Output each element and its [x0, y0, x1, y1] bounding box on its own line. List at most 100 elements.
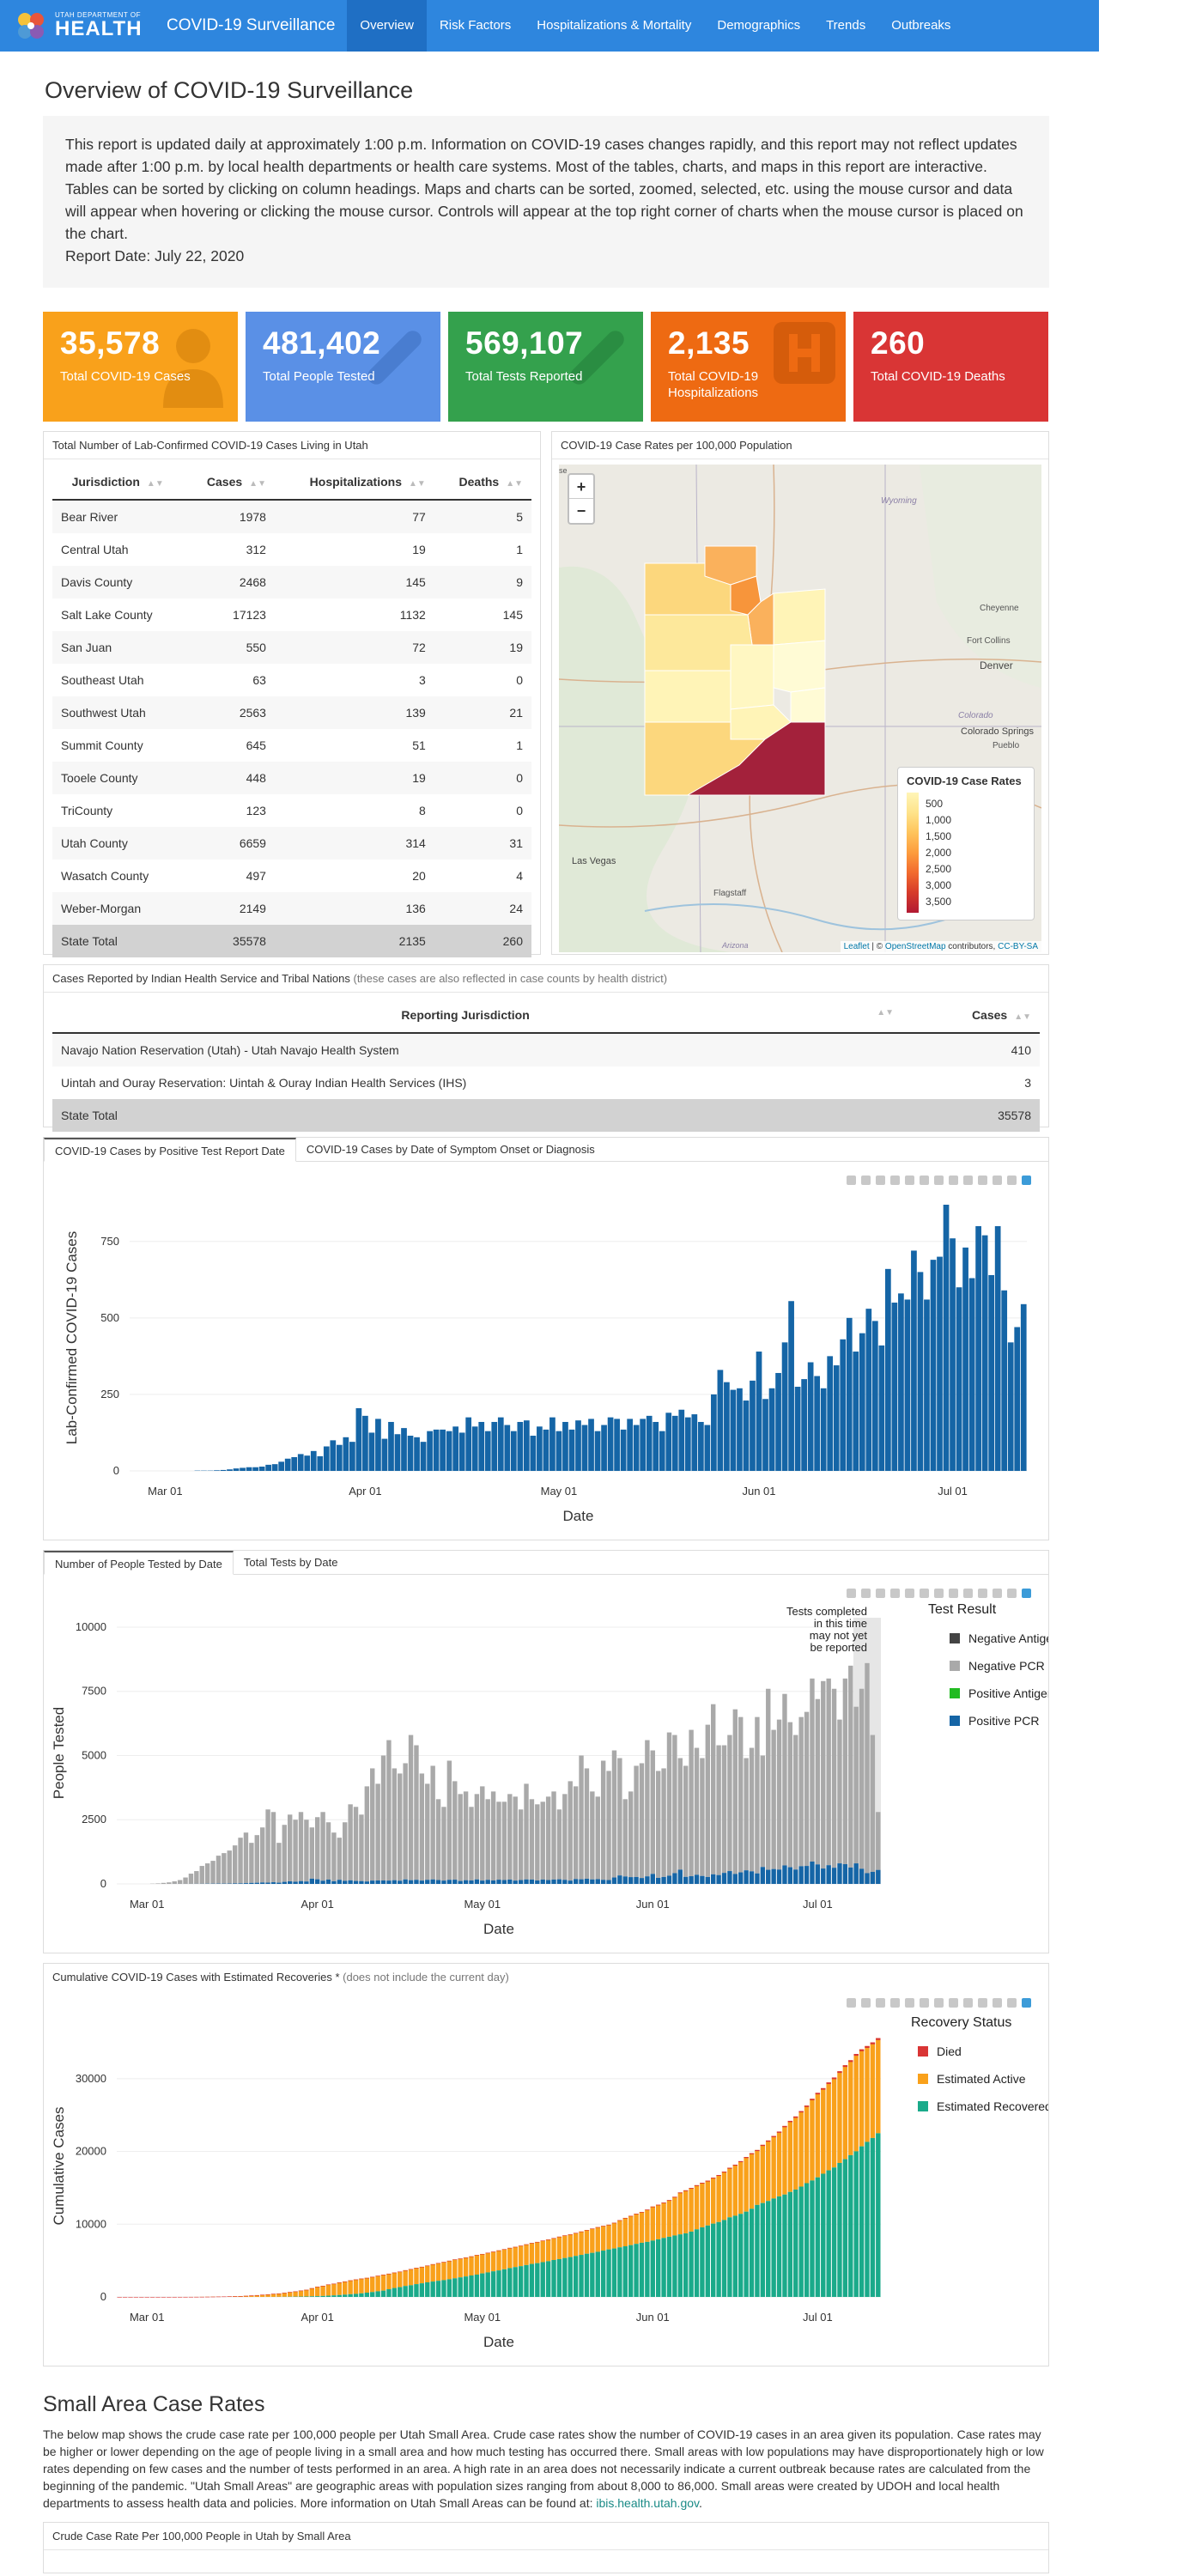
brand-title[interactable]: COVID-19 Surveillance [167, 16, 336, 34]
hover-compare-icon[interactable] [1007, 1176, 1017, 1185]
pan-icon[interactable] [876, 1589, 885, 1598]
bar-died [810, 2099, 815, 2100]
bar-died [430, 2263, 435, 2265]
lasso-icon[interactable] [905, 1176, 914, 1185]
col-deaths[interactable]: Deaths ▲▼ [434, 465, 531, 501]
bar-estimated-active [842, 2065, 848, 2160]
cell-hospitalizations: 8 [419, 804, 426, 817]
hover-closest-icon[interactable] [993, 1589, 1002, 1598]
bar-negative-pcr [480, 1786, 485, 1881]
nav-risk-factors[interactable]: Risk Factors [439, 18, 512, 33]
map-canvas[interactable]: Wyoming Cheyenne Fort Collins Denver Col… [559, 465, 1041, 952]
bar-positive-pcr [540, 1879, 545, 1884]
col-ihs-cases[interactable]: Cases ▲▼ [902, 998, 1040, 1034]
bar-estimated-active [446, 2260, 452, 2280]
hover-closest-icon[interactable] [993, 1998, 1002, 2008]
bar [471, 1426, 478, 1471]
camera-icon[interactable] [847, 1998, 856, 2008]
zoom-icon[interactable] [861, 1176, 871, 1185]
hover-compare-icon[interactable] [1007, 1998, 1017, 2008]
nav-outbreaks[interactable]: Outbreaks [891, 18, 951, 33]
ibis-link[interactable]: ibis.health.utah.gov [596, 2496, 699, 2510]
nav-trends[interactable]: Trends [826, 18, 866, 33]
bar-estimated-recovered [705, 2225, 711, 2297]
leaflet-link[interactable]: Leaflet [843, 942, 870, 951]
spike-icon[interactable] [978, 1998, 987, 2008]
spike-icon[interactable] [978, 1176, 987, 1185]
bar-negative-pcr [562, 1794, 568, 1880]
nav-overview[interactable]: Overview [347, 0, 427, 52]
total-cell: 2135 [274, 925, 434, 957]
bar [917, 1272, 924, 1471]
tab-positive-test-report-date[interactable]: COVID-19 Cases by Positive Test Report D… [44, 1138, 296, 1162]
col-hospitalizations[interactable]: Hospitalizations ▲▼ [274, 465, 434, 501]
reset-axes-icon[interactable] [963, 1589, 973, 1598]
lasso-icon[interactable] [905, 1589, 914, 1598]
tab-symptom-onset[interactable]: COVID-19 Cases by Date of Symptom Onset … [306, 1143, 595, 1156]
box-select-icon[interactable] [890, 1176, 900, 1185]
reset-axes-icon[interactable] [963, 1176, 973, 1185]
zoom-out-button[interactable]: − [576, 502, 586, 519]
col-cases[interactable]: Cases ▲▼ [183, 465, 275, 501]
bar-positive-pcr [568, 1880, 573, 1884]
bar-estimated-recovered [694, 2229, 700, 2297]
reset-axes-icon[interactable] [963, 1998, 973, 2008]
bar-died [133, 2297, 139, 2298]
zoom-icon[interactable] [861, 1998, 871, 2008]
bar-died [325, 2284, 331, 2286]
cc-link[interactable]: CC-BY-SA [998, 942, 1038, 951]
osm-link[interactable]: OpenStreetMap [884, 942, 946, 951]
bar-died [298, 2290, 304, 2292]
bar [640, 1419, 647, 1471]
box-select-icon[interactable] [890, 1998, 900, 2008]
autoscale-icon[interactable] [949, 1998, 958, 2008]
cell-hospitalizations: 19 [274, 762, 434, 794]
tab-total-tests[interactable]: Total Tests by Date [243, 1556, 338, 1569]
cumulative-chart-panel: Cumulative COVID-19 Cases with Estimated… [43, 1963, 1049, 2366]
bar-negative-pcr [469, 1807, 474, 1880]
zoom-in-icon[interactable] [920, 1176, 929, 1185]
cases-chart[interactable]: 0 250 500 750 Mar 01 Apr 01 May 01 Jun 01 Jul 01… [44, 1162, 1048, 1540]
plotly-logo-icon[interactable] [1022, 1176, 1031, 1185]
camera-icon[interactable] [847, 1589, 856, 1598]
bar-positive-pcr [579, 1879, 584, 1884]
bar-negative-pcr [524, 1783, 529, 1880]
pan-icon[interactable] [876, 1176, 885, 1185]
bar-negative-pcr [661, 1768, 666, 1877]
bar-estimated-active [744, 2157, 749, 2212]
zoom-icon[interactable] [861, 1589, 871, 1598]
bar-negative-pcr [584, 1768, 590, 1880]
autoscale-icon[interactable] [949, 1176, 958, 1185]
bar-negative-pcr [222, 1853, 227, 1884]
bar-estimated-active [645, 2209, 650, 2242]
bar-estimated-recovered [370, 2292, 375, 2297]
tested-chart[interactable]: 0 2500 5000 7500 10000 Mar 01 Apr 01 May 01 Jun … [44, 1575, 1048, 1953]
col-jurisdiction[interactable]: Jurisdiction ▲▼ [52, 465, 184, 501]
bar-died [249, 2295, 254, 2296]
zoom-in-icon[interactable] [920, 1589, 929, 1598]
sort-icon: ▲▼ [409, 479, 426, 489]
zoom-out-icon[interactable] [934, 1998, 944, 2008]
zoom-out-icon[interactable] [934, 1589, 944, 1598]
zoom-in-button[interactable]: + [569, 475, 593, 499]
col-reporting-jurisdiction[interactable]: Reporting Jurisdiction ▲▼ [52, 998, 902, 1034]
box-select-icon[interactable] [890, 1589, 900, 1598]
spike-icon[interactable] [978, 1589, 987, 1598]
nav-hospitalizations-mortality[interactable]: Hospitalizations & Mortality [537, 18, 692, 33]
lasso-icon[interactable] [905, 1998, 914, 2008]
tab-people-tested[interactable]: Number of People Tested by Date [44, 1551, 234, 1575]
cell-deaths: 21 [434, 696, 531, 729]
hover-compare-icon[interactable] [1007, 1589, 1017, 1598]
plotly-logo-icon[interactable] [1022, 1998, 1031, 2008]
hover-closest-icon[interactable] [993, 1176, 1002, 1185]
nav-demographics[interactable]: Demographics [717, 18, 801, 33]
case-rate-map[interactable]: Wyoming Cheyenne Fort Collins Denver Col… [559, 465, 1041, 952]
camera-icon[interactable] [847, 1176, 856, 1185]
zoom-out-icon[interactable] [934, 1176, 944, 1185]
zoom-in-icon[interactable] [920, 1998, 929, 2008]
udoh-logo[interactable]: UTAH DEPARTMENT OF HEALTH [0, 0, 155, 52]
cumulative-chart[interactable]: 0 10000 20000 30000 Mar 01 Apr 01 May 01 Jun 01… [44, 1988, 1048, 2366]
pan-icon[interactable] [876, 1998, 885, 2008]
autoscale-icon[interactable] [949, 1589, 958, 1598]
plotly-logo-icon[interactable] [1022, 1589, 1031, 1598]
